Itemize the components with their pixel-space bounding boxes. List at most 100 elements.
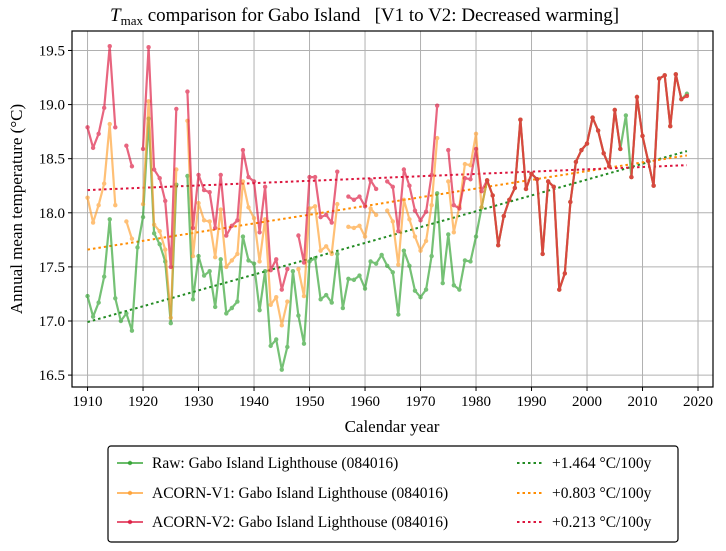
data-point bbox=[418, 294, 423, 300]
data-point bbox=[579, 147, 584, 153]
data-point bbox=[451, 203, 457, 208]
data-point bbox=[290, 269, 296, 274]
data-point bbox=[490, 193, 495, 198]
data-point bbox=[101, 274, 107, 279]
data-point bbox=[301, 260, 307, 265]
series-line-acorn-v1 bbox=[86, 73, 688, 327]
data-point bbox=[357, 223, 362, 228]
data-point bbox=[346, 194, 351, 199]
data-point bbox=[351, 277, 357, 283]
data-point bbox=[390, 184, 395, 190]
data-point bbox=[401, 248, 407, 253]
data-point bbox=[246, 174, 251, 180]
data-point bbox=[140, 146, 146, 152]
data-point bbox=[640, 133, 645, 139]
data-point bbox=[251, 179, 257, 184]
data-point bbox=[335, 201, 340, 207]
data-point bbox=[274, 257, 279, 262]
title-t: T bbox=[110, 5, 122, 26]
data-point bbox=[329, 251, 334, 257]
data-point bbox=[113, 203, 118, 208]
data-point bbox=[618, 146, 623, 152]
data-point bbox=[224, 233, 229, 238]
data-point bbox=[268, 343, 273, 349]
data-point bbox=[629, 174, 634, 180]
data-point bbox=[323, 292, 329, 298]
y-axis-ticks: 16.5 17.0 17.5 18.0 18.5 19.0 19.5 bbox=[39, 43, 72, 384]
data-point bbox=[190, 225, 196, 231]
data-point bbox=[335, 169, 340, 174]
data-point bbox=[396, 228, 401, 234]
data-point bbox=[218, 257, 223, 262]
data-point bbox=[584, 141, 590, 146]
data-point bbox=[451, 283, 457, 288]
series-line-raw bbox=[86, 73, 688, 371]
data-point bbox=[135, 245, 140, 250]
trend-line-1 bbox=[87, 154, 688, 251]
x-axis-ticks: 1910 1920 1930 1940 1950 1960 1970 1980 1990 2000… bbox=[73, 387, 713, 410]
data-point bbox=[446, 179, 451, 184]
data-point bbox=[484, 178, 490, 183]
data-point bbox=[512, 185, 518, 191]
data-point bbox=[368, 178, 373, 183]
data-point bbox=[201, 273, 207, 278]
data-point bbox=[257, 259, 262, 264]
x-tick-label: 1920 bbox=[128, 394, 158, 410]
data-point bbox=[385, 179, 390, 184]
data-point bbox=[262, 269, 268, 274]
data-point bbox=[301, 341, 307, 346]
data-point bbox=[212, 225, 218, 231]
data-point bbox=[207, 190, 212, 195]
data-point bbox=[396, 262, 401, 267]
x-tick-label: 1930 bbox=[184, 394, 214, 410]
data-point bbox=[212, 304, 218, 310]
data-point bbox=[423, 287, 429, 292]
data-point bbox=[407, 217, 412, 222]
data-point bbox=[473, 131, 479, 136]
data-point bbox=[462, 258, 468, 263]
data-point bbox=[224, 264, 229, 270]
data-point bbox=[440, 280, 445, 286]
data-point bbox=[601, 151, 606, 156]
x-tick-label: 1910 bbox=[73, 394, 103, 410]
data-point bbox=[218, 172, 223, 178]
data-point bbox=[351, 197, 357, 203]
data-point bbox=[373, 186, 379, 192]
chart-title: Tmax comparison for Gabo Island [V1 to V… bbox=[110, 5, 619, 28]
trend-lines bbox=[87, 150, 688, 324]
data-point bbox=[412, 234, 418, 239]
legend-label-acorn-v2: ACORN-V2: Gabo Island Lighthouse (084016… bbox=[152, 514, 448, 531]
data-point bbox=[157, 241, 162, 247]
data-point bbox=[96, 300, 101, 305]
data-point bbox=[140, 201, 146, 207]
data-point bbox=[257, 307, 262, 313]
data-point bbox=[307, 259, 312, 264]
data-point bbox=[551, 184, 556, 190]
legend-marker-acorn-v2 bbox=[127, 519, 133, 525]
data-point bbox=[507, 197, 512, 203]
data-point bbox=[279, 367, 284, 372]
data-point bbox=[218, 207, 223, 212]
x-tick-label: 1950 bbox=[295, 394, 325, 410]
data-point bbox=[301, 293, 307, 299]
data-point bbox=[545, 179, 551, 184]
data-point bbox=[285, 266, 290, 272]
data-point bbox=[534, 177, 540, 182]
y-tick-label: 18.5 bbox=[39, 152, 65, 168]
data-point bbox=[473, 146, 479, 152]
data-point bbox=[185, 173, 190, 179]
data-point bbox=[634, 94, 640, 100]
data-point bbox=[434, 103, 440, 108]
data-point bbox=[468, 177, 473, 182]
data-point bbox=[362, 204, 368, 209]
data-point bbox=[235, 251, 240, 257]
data-point bbox=[151, 222, 157, 227]
data-point bbox=[101, 181, 107, 186]
data-point bbox=[412, 288, 418, 293]
data-point bbox=[340, 305, 346, 311]
data-point bbox=[656, 76, 662, 81]
data-point bbox=[257, 230, 262, 235]
data-point bbox=[163, 198, 168, 204]
data-point bbox=[684, 93, 690, 99]
